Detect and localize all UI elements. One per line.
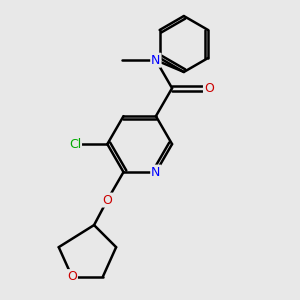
Text: N: N xyxy=(151,54,160,67)
Text: O: O xyxy=(67,270,77,283)
Text: N: N xyxy=(151,166,160,178)
Text: O: O xyxy=(102,194,112,207)
Text: Cl: Cl xyxy=(69,138,81,151)
Text: O: O xyxy=(204,82,214,95)
